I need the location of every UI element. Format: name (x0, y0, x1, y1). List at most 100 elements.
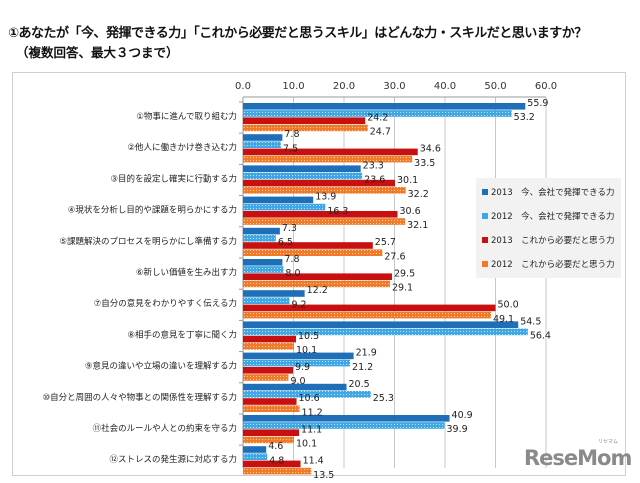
data-label: 8.0 (285, 268, 300, 279)
category-label: ②他人に働きかけ巻き込む力 (127, 142, 237, 153)
data-label: 29.1 (392, 283, 413, 294)
bar-4 (243, 405, 300, 412)
bar-3 (243, 398, 297, 405)
legend-label: 2013 これから必要だと思う力 (491, 236, 615, 246)
data-label: 23.3 (363, 160, 384, 171)
bar-3 (243, 148, 418, 156)
bar-3 (243, 367, 293, 374)
data-label: 7.8 (284, 129, 299, 140)
data-label: 6.5 (278, 237, 293, 248)
data-label: 12.2 (307, 285, 328, 296)
data-label: 29.5 (394, 268, 415, 279)
data-label: 7.3 (282, 223, 297, 234)
data-label: 34.6 (420, 144, 441, 155)
bar-1 (243, 165, 361, 172)
bar-3 (243, 211, 398, 218)
chart-title: ①あなたが「今、発揮できる力」「これから必要だと思うスキル」はどんな力・スキルだ… (8, 26, 587, 41)
legend-swatch (482, 261, 488, 267)
bar-2 (243, 391, 371, 398)
legend-label: 2013 今、会社で発揮できる力 (491, 188, 615, 198)
bar-1 (243, 290, 305, 297)
data-label: 33.5 (414, 158, 435, 169)
legend-item: 2013 これから必要だと思う力 (476, 228, 615, 252)
bar-2 (243, 328, 528, 336)
data-label: 13.5 (313, 470, 334, 481)
bar-3 (243, 429, 300, 436)
category-label: ①物事に進んで取り組む力 (136, 111, 237, 122)
legend-item: 2012 これから必要だと思う力 (476, 252, 615, 276)
data-label: 21.2 (352, 362, 373, 373)
bar-4 (243, 280, 390, 288)
category-label: ⑫ストレスの発生源に対応する力 (109, 454, 237, 465)
x-tick-label: 10.0 (282, 81, 304, 92)
data-label: 4.6 (268, 441, 283, 452)
data-label: 30.6 (400, 206, 421, 217)
bar-4 (243, 311, 491, 319)
bar-3 (243, 242, 373, 249)
legend-swatch (482, 213, 488, 219)
bar-4 (243, 124, 368, 132)
data-label: 40.9 (452, 410, 473, 421)
resemom-logo-kana: リセマム (598, 439, 619, 445)
data-label: 11.4 (303, 456, 324, 467)
category-label: ③目的を設定し確実に行動する力 (110, 173, 237, 184)
category-label: ⑧相手の意見を丁寧に聞く力 (127, 329, 237, 340)
bar-2 (243, 141, 281, 148)
data-label: 10.6 (299, 393, 320, 404)
category-label: ⑦自分の意見をわかりやすく伝える力 (94, 298, 237, 309)
data-label: 24.7 (370, 127, 391, 138)
bar-2 (243, 203, 326, 211)
data-label: 7.8 (284, 254, 299, 265)
bar-2 (243, 110, 512, 117)
legend-label: 2012 今、会社で発揮できる力 (491, 212, 615, 222)
data-label: 9.0 (290, 376, 305, 387)
x-tick-label: 0.0 (235, 81, 251, 92)
data-label: 55.9 (527, 98, 548, 109)
bar-1 (243, 227, 280, 235)
legend-label: 2012 これから必要だと思う力 (491, 260, 615, 270)
bar-4 (243, 436, 295, 444)
bar-1 (243, 321, 519, 328)
x-tick-label: 30.0 (383, 81, 405, 92)
data-label: 13.9 (315, 192, 336, 203)
data-label: 10.5 (298, 331, 319, 342)
data-label: 30.1 (397, 175, 418, 186)
data-label: 10.1 (296, 345, 317, 356)
data-label: 56.4 (530, 331, 551, 342)
data-label: 10.1 (296, 439, 317, 450)
bar-2 (243, 359, 351, 367)
bar-1 (243, 196, 314, 204)
bar-4 (243, 467, 312, 475)
chart-subtitle: （複数回答、最大３つまで） (16, 45, 179, 60)
data-label: 23.6 (364, 175, 385, 186)
legend-item: 2012 今、会社で発揮できる力 (476, 204, 615, 228)
x-tick-label: 40.0 (434, 81, 456, 92)
legend-swatch (482, 237, 488, 243)
data-label: 32.1 (407, 220, 428, 231)
data-label: 27.6 (384, 251, 405, 262)
bar-3 (243, 179, 396, 187)
bar-2 (243, 422, 445, 429)
data-label: 7.5 (283, 143, 298, 154)
bar-1 (243, 415, 450, 422)
x-tick-label: 20.0 (333, 81, 355, 92)
bar-1 (243, 259, 283, 266)
bar-2 (243, 172, 363, 180)
bar-1 (243, 446, 267, 453)
category-label: ⑪社会のルールや人との約束を守る力 (93, 423, 237, 434)
data-label: 20.5 (349, 379, 370, 390)
x-tick-label: 60.0 (535, 81, 557, 92)
data-label: 53.2 (514, 112, 535, 123)
bar-2 (243, 235, 276, 242)
data-label: 50.0 (498, 300, 519, 311)
bar-3 (243, 117, 366, 124)
category-label: ⑤課題解決のプロセスを明らかにし準備する力 (59, 236, 237, 247)
bar-4 (243, 218, 406, 225)
legend-swatch (482, 189, 488, 195)
data-label: 24.2 (367, 112, 388, 123)
data-label: 11.1 (301, 424, 322, 435)
data-label: 4.8 (269, 455, 284, 466)
bar-4 (243, 249, 383, 256)
bar-4 (243, 374, 289, 381)
